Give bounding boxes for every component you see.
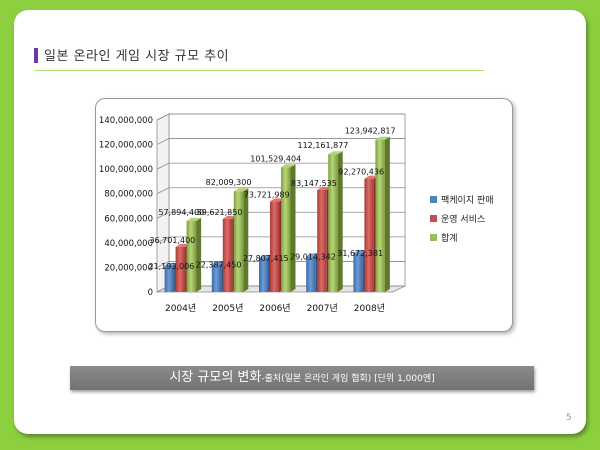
gridline xyxy=(156,113,405,121)
legend-item: 합계 xyxy=(430,228,494,247)
bar-side xyxy=(384,136,390,292)
caption-main: 시장 규모의 변화 xyxy=(169,370,262,385)
bar xyxy=(233,191,244,292)
legend-swatch xyxy=(430,234,437,241)
data-label: 92,270,436 xyxy=(338,168,384,177)
bar-side xyxy=(243,188,249,292)
bar-side xyxy=(290,164,296,292)
page-number: 5 xyxy=(566,413,572,423)
bar-top xyxy=(211,261,227,265)
data-label: 83,147,535 xyxy=(291,179,337,188)
data-label: 31,672,381 xyxy=(337,249,383,258)
bar-top xyxy=(222,215,238,219)
title-underline xyxy=(34,70,484,71)
bar-top xyxy=(270,198,285,202)
data-label: 123,942,817 xyxy=(345,127,396,136)
y-axis-ticks: 140,000,000 120,000,000 100,000,000 80,000,… xyxy=(99,116,153,298)
chart-bars xyxy=(164,136,390,292)
data-label: 22,387,450 xyxy=(196,260,242,269)
bar-top xyxy=(164,262,180,266)
bar xyxy=(186,220,197,292)
bar xyxy=(375,139,385,292)
data-labels: 21,193,006 36,701,400 57,894,400 22,387,450… xyxy=(148,127,395,271)
bar-top xyxy=(175,243,191,247)
x-tick-label: 2007년 xyxy=(307,303,338,314)
legend-swatch xyxy=(430,196,437,203)
bar xyxy=(211,264,222,292)
data-label: 59,621,850 xyxy=(197,208,243,217)
bar-top xyxy=(317,186,332,190)
legend-label: 팩케이지 판매 xyxy=(441,196,494,206)
y-tick-label: 20,000,000 xyxy=(104,263,153,273)
data-label: 27,807,415 xyxy=(243,254,289,263)
y-tick-label: 60,000,000 xyxy=(104,214,153,224)
y-tick-label: 120,000,000 xyxy=(99,141,153,151)
bar xyxy=(364,178,374,292)
x-tick-label: 2006년 xyxy=(259,303,290,314)
x-tick-label: 2005년 xyxy=(212,303,243,314)
bar xyxy=(222,218,233,292)
data-label: 57,894,400 xyxy=(158,208,204,217)
legend-label: 합계 xyxy=(441,234,458,244)
data-label: 36,701,400 xyxy=(149,236,195,245)
gridline xyxy=(156,162,405,170)
y-tick-label: 0 xyxy=(148,288,153,298)
bar xyxy=(175,246,186,292)
data-label: 73,721,989 xyxy=(244,190,290,199)
y-tick-label: 80,000,000 xyxy=(104,190,153,200)
bar-top xyxy=(364,175,379,179)
y-tick-label: 100,000,000 xyxy=(99,165,153,175)
y-tick-label: 140,000,000 xyxy=(99,116,153,126)
data-label: 21,193,006 xyxy=(148,262,194,271)
data-label: 29,014,342 xyxy=(290,252,336,261)
chart-caption: 시장 규모의 변화-출처(일본 온라인 게임 협회) [단위 1,000엔] xyxy=(70,366,534,390)
bar-top xyxy=(328,151,343,155)
caption-source: -출처(일본 온라인 게임 협회) [단위 1,000엔] xyxy=(261,374,435,384)
chart-legend: 팩케이지 판매 운영 서비스 합계 xyxy=(430,190,494,247)
bar xyxy=(306,256,316,292)
bar-side xyxy=(196,217,202,292)
bar-top xyxy=(233,188,249,192)
bar xyxy=(270,201,280,292)
bar-top xyxy=(306,253,321,257)
bar-top xyxy=(186,217,202,221)
bar-top xyxy=(375,136,390,140)
bar-top xyxy=(259,254,274,258)
data-label: 101,529,404 xyxy=(250,154,301,163)
bar xyxy=(281,167,291,292)
x-axis-ticks: 2004년 2005년 2006년 2007년 2008년 xyxy=(165,303,385,314)
slide-title-area: 일본 온라인 게임 시장 규모 추이 xyxy=(34,44,484,70)
bar-top xyxy=(353,250,368,254)
data-label: 112,161,877 xyxy=(297,141,348,150)
bar xyxy=(328,154,338,292)
y-tick-label: 40,000,000 xyxy=(104,239,153,249)
legend-item: 운영 서비스 xyxy=(430,209,494,228)
data-label: 82,009,300 xyxy=(206,178,252,187)
bar xyxy=(317,189,327,292)
bar xyxy=(259,257,269,292)
x-tick-label: 2004년 xyxy=(165,303,196,314)
x-tick-label: 2008년 xyxy=(354,303,385,314)
bar xyxy=(164,265,175,292)
gridline xyxy=(156,138,405,145)
legend-item: 팩케이지 판매 xyxy=(430,190,494,209)
slide-title: 일본 온라인 게임 시장 규모 추이 xyxy=(44,49,230,64)
bar xyxy=(353,253,363,292)
bar-side xyxy=(337,151,343,292)
legend-label: 운영 서비스 xyxy=(441,215,486,225)
title-accent-bar xyxy=(34,48,38,63)
bar-top xyxy=(281,164,296,168)
legend-swatch xyxy=(430,215,437,222)
